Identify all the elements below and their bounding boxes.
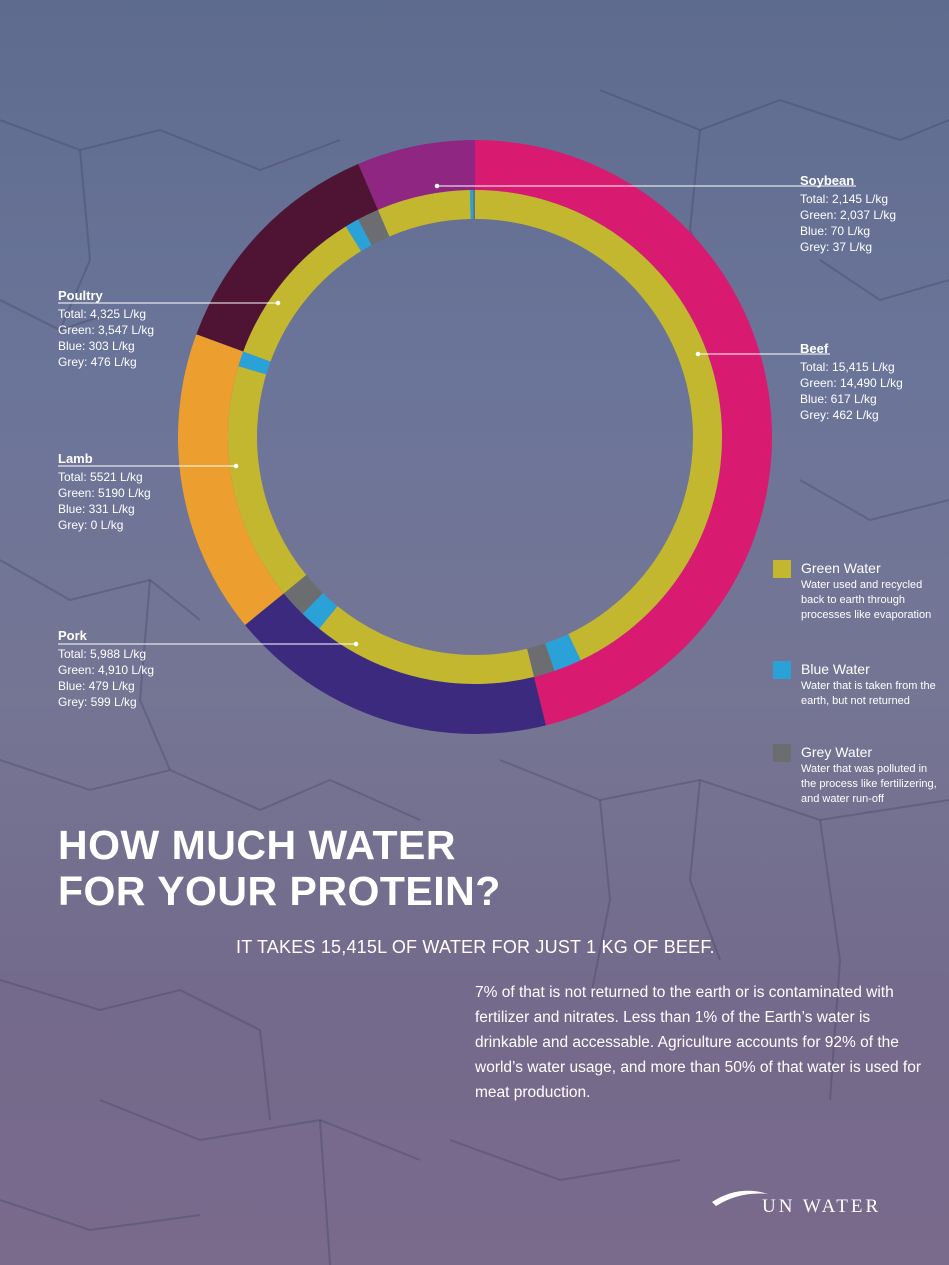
legend-desc-green: Water used and recycled back to earth th… <box>801 579 932 621</box>
label-poultry-name: Poultry <box>58 288 103 303</box>
wave-icon <box>712 1190 768 1206</box>
legend-title-grey: Grey Water <box>801 744 873 760</box>
inner-slice-poultry-green <box>243 226 362 362</box>
leader-lines <box>58 183 856 647</box>
leader-dot-pork <box>353 641 359 647</box>
inner-ring <box>227 190 722 684</box>
label-lamb-name: Lamb <box>58 451 93 466</box>
legend-desc-blue: Water that is taken from the earth, but … <box>801 680 936 707</box>
inner-slice-soybean-grey <box>473 190 475 220</box>
inner-slice-lamb-green <box>227 366 307 594</box>
inner-slice-pork-green <box>319 606 535 684</box>
outer-ring <box>177 140 772 734</box>
label-lamb-grey: Grey: 0 L/kg <box>58 518 124 532</box>
label-pork-blue: Blue: 479 L/kg <box>58 679 135 693</box>
outer-slice-lamb <box>177 334 284 625</box>
label-pork-green: Green: 4,910 L/kg <box>58 663 155 677</box>
legend-desc-grey: Water that was polluted in the process l… <box>801 763 937 805</box>
label-beef-green: Green: 14,490 L/kg <box>800 376 903 390</box>
inner-slice-soybean-green <box>377 190 471 237</box>
label-soybean-blue: Blue: 70 L/kg <box>800 224 871 238</box>
inner-slice-beef-green <box>475 190 722 661</box>
subhead: IT TAKES 15,415L OF WATER FOR JUST 1 KG … <box>236 937 715 957</box>
label-soybean-total: Total: 2,145 L/kg <box>800 192 889 206</box>
body-paragraph: 7% of that is not returned to the earth … <box>475 984 922 1101</box>
label-poultry-grey: Grey: 476 L/kg <box>58 355 137 369</box>
logo-text: UN WATER <box>762 1196 882 1217</box>
label-beef-total: Total: 15,415 L/kg <box>800 360 895 374</box>
inner-slice-poultry-blue <box>345 219 372 252</box>
label-lamb: Lamb Total: 5521 L/kg Green: 5190 L/kg B… <box>58 451 151 533</box>
label-lamb-total: Total: 5521 L/kg <box>58 470 143 484</box>
headline-line-2: FOR YOUR PROTEIN? <box>58 868 501 914</box>
label-lamb-green: Green: 5190 L/kg <box>58 486 151 500</box>
legend-title-green: Green Water <box>801 560 881 576</box>
label-beef-blue: Blue: 617 L/kg <box>800 392 877 406</box>
label-pork-total: Total: 5,988 L/kg <box>58 647 147 661</box>
label-pork-name: Pork <box>58 628 87 643</box>
label-poultry-blue: Blue: 303 L/kg <box>58 339 135 353</box>
label-pork-grey: Grey: 599 L/kg <box>58 695 137 709</box>
label-soybean: Soybean Total: 2,145 L/kg Green: 2,037 L… <box>800 173 896 255</box>
headline-line-1: HOW MUCH WATER <box>58 822 456 868</box>
legend-swatch-blue <box>773 661 791 679</box>
label-pork: Pork Total: 5,988 L/kg Green: 4,910 L/kg… <box>58 628 154 710</box>
label-beef: Beef Total: 15,415 L/kg Green: 14,490 L/… <box>800 341 903 423</box>
inner-slice-pork-blue <box>302 593 338 629</box>
inner-slice-beef-grey <box>527 643 555 677</box>
label-soybean-grey: Grey: 37 L/kg <box>800 240 873 254</box>
leader-dot-soybean <box>434 183 440 189</box>
label-poultry-green: Green: 3,547 L/kg <box>58 323 155 337</box>
label-lamb-blue: Blue: 331 L/kg <box>58 502 135 516</box>
outer-slice-soybean <box>358 140 475 210</box>
leader-dot-poultry <box>275 300 281 306</box>
inner-slice-soybean-blue <box>470 190 474 220</box>
inner-slice-pork-grey <box>283 574 323 614</box>
inner-slice-beef-blue <box>545 634 581 671</box>
label-soybean-green: Green: 2,037 L/kg <box>800 208 897 222</box>
legend-title-blue: Blue Water <box>801 661 870 677</box>
outer-slice-pork <box>245 593 546 734</box>
leader-dot-beef <box>695 351 701 357</box>
legend-swatch-green <box>773 560 791 578</box>
label-poultry-total: Total: 4,325 L/kg <box>58 307 147 321</box>
label-beef-grey: Grey: 462 L/kg <box>800 408 879 422</box>
inner-slice-lamb-blue <box>238 351 271 375</box>
outer-slice-beef <box>475 140 772 726</box>
legend-swatch-grey <box>773 744 791 762</box>
label-poultry: Poultry Total: 4,325 L/kg Green: 3,547 L… <box>58 288 154 370</box>
label-soybean-name: Soybean <box>800 173 855 188</box>
headline: HOW MUCH WATER FOR YOUR PROTEIN? <box>58 822 501 914</box>
label-beef-name: Beef <box>800 341 829 356</box>
leader-dot-lamb <box>233 463 239 469</box>
inner-slice-poultry-grey <box>358 209 390 245</box>
outer-slice-poultry <box>196 163 378 352</box>
un-water-logo: UN WATER <box>710 1180 925 1220</box>
